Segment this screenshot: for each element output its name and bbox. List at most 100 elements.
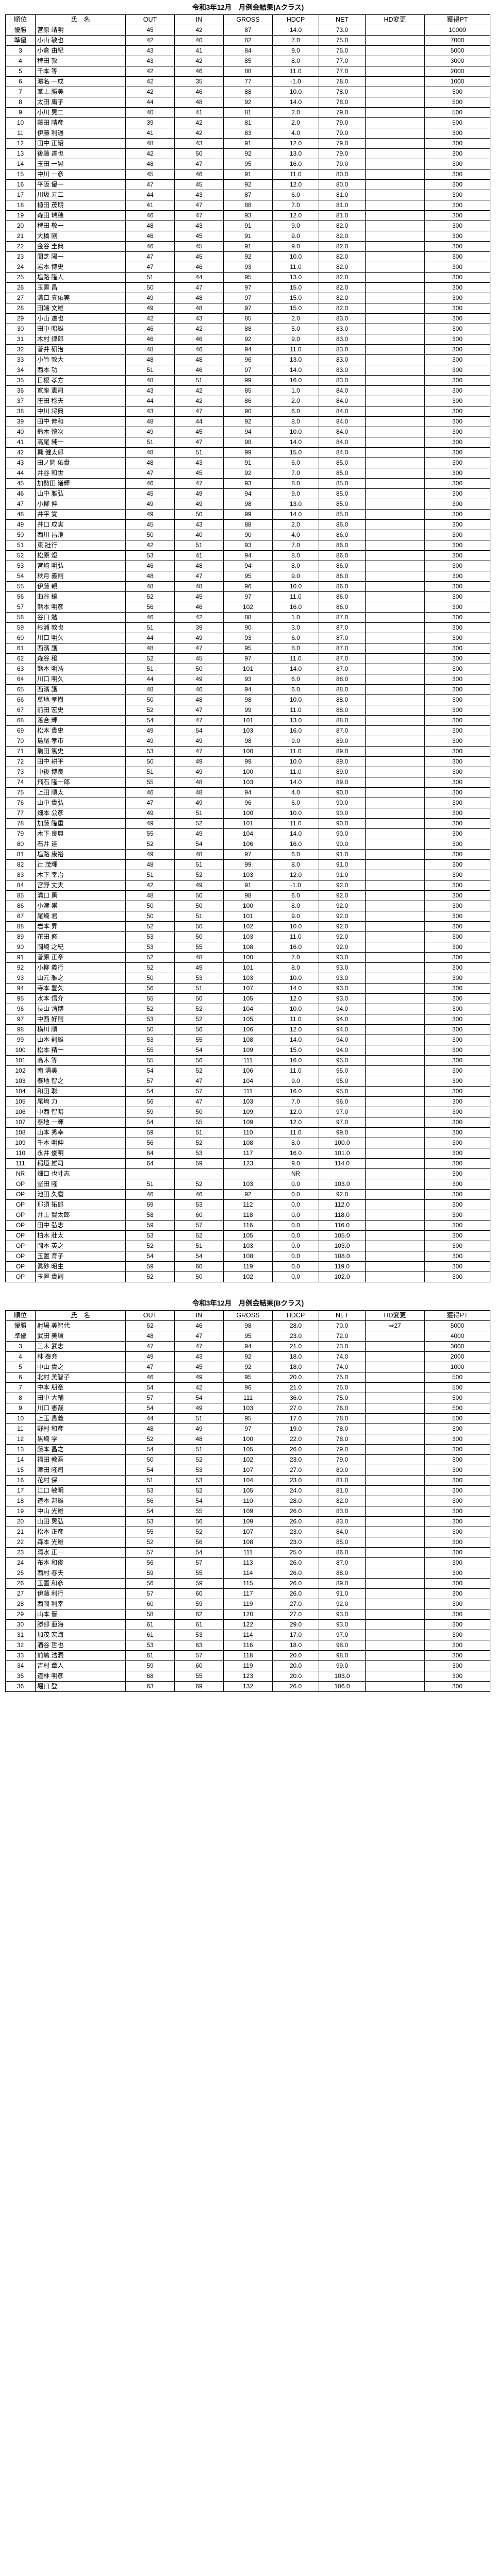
points-earned: 300	[424, 931, 490, 942]
score-in: 42	[174, 24, 224, 36]
score-net: 92.0	[319, 890, 366, 901]
table-row: 68 落合 輝 54 47 101 13.0 88.0 300	[5, 715, 490, 726]
score-out: 53	[125, 1034, 175, 1045]
points-earned: 1000	[424, 76, 490, 87]
points-earned: 300	[424, 1557, 490, 1568]
score-gross: 102	[223, 601, 273, 613]
hd-change	[365, 1392, 425, 1403]
player-name: 玉置 昌	[35, 282, 126, 293]
hd-change	[365, 838, 425, 850]
score-in: 49	[174, 498, 224, 510]
score-net: 87.0	[319, 632, 366, 643]
score-gross: 112	[223, 1199, 273, 1210]
results-sheet: 令和3年12月 月例会結果(Aクラス) 順位氏 名 OUT IN GROSS HDCP NE…	[5, 4, 490, 1692]
points-earned: 300	[424, 1137, 490, 1148]
score-net: 83.0	[319, 313, 366, 324]
score-out: 46	[125, 1189, 175, 1200]
score-out: 42	[125, 76, 175, 87]
player-name: 尾崎 君	[35, 910, 126, 922]
player-rank: 96	[5, 1003, 36, 1014]
score-out: 56	[125, 1557, 175, 1568]
hd-change	[365, 230, 425, 242]
table-row: 24 岩本 博史 47 46 93 11.0 82.0 300	[5, 261, 490, 273]
score-out: 58	[125, 1209, 175, 1221]
column-header-name: 氏 名	[35, 14, 126, 25]
score-gross: 82	[223, 35, 273, 46]
score-hdcp: 27.0	[272, 1608, 319, 1620]
player-rank: 75	[5, 787, 36, 798]
score-hdcp: 13.0	[272, 715, 319, 726]
score-net: 102.0	[319, 1271, 366, 1282]
score-gross: 81	[223, 117, 273, 128]
score-gross: 94	[223, 426, 273, 437]
score-in: 55	[174, 941, 224, 953]
player-rank: OP	[5, 1219, 36, 1231]
score-in: 45	[174, 179, 224, 190]
score-net: 85.0	[319, 1536, 366, 1548]
player-name: 中後 博良	[35, 766, 126, 777]
score-hdcp: 21.0	[272, 1341, 319, 1352]
score-out: 48	[125, 684, 175, 695]
table-row: 43 田ノ岡 佑貴 48 43 91 6.0 85.0 300	[5, 457, 490, 468]
hd-change	[365, 323, 425, 334]
score-out: 42	[125, 313, 175, 324]
score-hdcp: 15.0	[272, 447, 319, 458]
points-earned: 7000	[424, 35, 490, 46]
score-net: 79.0	[319, 158, 366, 170]
score-out: 42	[125, 148, 175, 159]
score-in: 49	[174, 488, 224, 499]
points-earned: 300	[424, 642, 490, 654]
score-out: 56	[125, 601, 175, 613]
score-in: 60	[174, 1660, 224, 1671]
score-hdcp: 10.0	[272, 581, 319, 592]
score-gross: 91	[223, 220, 273, 231]
player-name: 間芝 陽一	[35, 251, 126, 262]
points-earned: 300	[424, 1608, 490, 1620]
player-name: 岡崎 之紀	[35, 941, 126, 953]
player-rank: 36	[5, 1681, 36, 1692]
results-table: 順位氏 名 OUT IN GROSS HDCP NET HD変更 獲得PT 優勝 射場 美智代 52…	[5, 1310, 490, 1692]
score-net: 78.0	[319, 1423, 366, 1434]
player-name: 井上 賢太郎	[35, 1209, 126, 1221]
score-in: 43	[174, 519, 224, 530]
score-hdcp: 16.0	[272, 375, 319, 386]
player-rank: 64	[5, 673, 36, 685]
score-net: 84.0	[319, 426, 366, 437]
player-name: 島尾 孝市	[35, 735, 126, 747]
player-rank: 3	[5, 1341, 36, 1352]
score-gross: 109	[223, 1516, 273, 1527]
score-out: 50	[125, 972, 175, 984]
score-in: 54	[174, 725, 224, 736]
score-in: 49	[174, 879, 224, 891]
hd-change	[365, 1127, 425, 1138]
score-hdcp: 8.0	[272, 416, 319, 427]
table-row: OP 岡本 英之 52 51 103 0.0 103.0 300	[5, 1240, 490, 1251]
table-row: 59 杉浦 敦也 51 39 90 3.0 87.0 300	[5, 622, 490, 633]
table-row: 47 小柳 伸 49 49 98 13.0 85.0 300	[5, 498, 490, 510]
points-earned: 300	[424, 478, 490, 489]
hd-change	[365, 509, 425, 520]
player-name: 森谷 穣	[35, 653, 126, 664]
score-out: 57	[125, 1547, 175, 1558]
player-rank: 5	[5, 1361, 36, 1372]
table-row: 66 草地 孝樹 50 48 98 10.0 88.0 300	[5, 694, 490, 705]
table-row: 48 井平 覚 49 50 99 14.0 85.0 300	[5, 509, 490, 520]
score-net: 84.0	[319, 405, 366, 417]
score-out: 61	[125, 1619, 175, 1630]
score-gross: 102	[223, 921, 273, 932]
score-hdcp: 7.0	[272, 1096, 319, 1107]
score-hdcp: 36.0	[272, 1392, 319, 1403]
score-out: 42	[125, 65, 175, 77]
score-gross: 91	[223, 168, 273, 180]
score-hdcp: 0.0	[272, 1189, 319, 1200]
hd-change	[365, 354, 425, 365]
table-row: 25 西村 春夫 59 55 114 26.0 88.0 300	[5, 1567, 490, 1579]
score-net: 91.0	[319, 1588, 366, 1599]
table-row: 51 東 壯行 42 51 93 7.0 86.0 300	[5, 539, 490, 551]
player-rank: 63	[5, 663, 36, 674]
table-row: 29 山本 晋 58 62 120 27.0 93.0 300	[5, 1608, 490, 1620]
score-in: 42	[174, 395, 224, 406]
points-earned: 300	[424, 1588, 490, 1599]
points-earned: 300	[424, 168, 490, 180]
score-hdcp: 0.0	[272, 1209, 319, 1221]
